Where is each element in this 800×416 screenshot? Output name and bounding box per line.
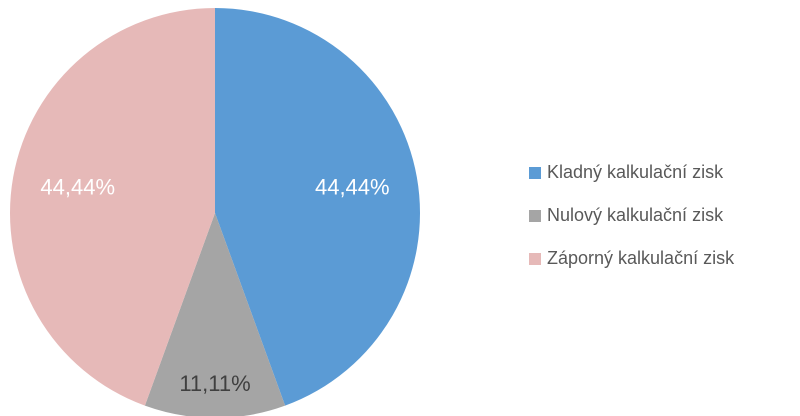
pie-slice [215, 8, 421, 406]
legend-label: Záporný kalkulační zisk [547, 248, 735, 268]
pie-slice [144, 213, 286, 416]
data-label: 44,44% [40, 175, 115, 200]
data-label: 11,11% [179, 371, 250, 396]
legend-swatch [529, 253, 541, 265]
pie-slice [9, 8, 215, 406]
data-label: 44,44% [315, 175, 390, 200]
legend-swatch [529, 210, 541, 222]
legend-label: Kladný kalkulační zisk [547, 162, 724, 182]
legend-label: Nulový kalkulační zisk [547, 205, 724, 225]
legend-swatch [529, 167, 541, 179]
